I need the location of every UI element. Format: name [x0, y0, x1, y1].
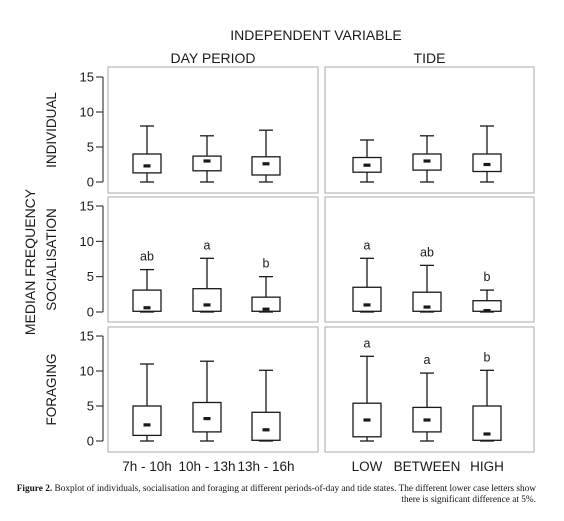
panel-individual-tide [324, 66, 535, 194]
significance-letter-socialisation-7h-10h: ab [140, 250, 154, 264]
chart-title: INDEPENDENT VARIABLE [230, 27, 401, 43]
x-tick-label-13h-16h: 13h - 16h [237, 459, 294, 474]
median-individual-7h-10h [143, 164, 151, 168]
x-tick-label-between: BETWEEN [394, 459, 461, 474]
significance-letter-socialisation-high: b [484, 270, 491, 284]
panel-foraging-tide [324, 326, 535, 453]
y-tick-label-0: 0 [87, 434, 94, 449]
median-socialisation-10h-13h [203, 303, 211, 307]
significance-letter-socialisation-13h-16h: b [263, 257, 270, 271]
median-socialisation-high [483, 308, 491, 313]
panel-individual-day-period [107, 66, 319, 194]
y-tick-label-10: 10 [80, 234, 94, 249]
y-tick-label-0: 0 [87, 305, 94, 320]
panel-foraging-day-period [107, 326, 319, 453]
median-foraging-between [423, 418, 431, 422]
y-tick-label-15: 15 [80, 329, 94, 344]
median-individual-low [363, 163, 371, 167]
y-tick-label-15: 15 [80, 199, 94, 214]
median-foraging-10h-13h [203, 417, 211, 421]
group-header-tide: TIDE [414, 50, 446, 66]
box-foraging-13h-16h [251, 411, 281, 441]
y-axis-label: MEDIAN FREQUENCY [22, 188, 38, 335]
x-tick-label-7h-10h: 7h - 10h [122, 459, 172, 474]
significance-letter-foraging-high: b [484, 350, 491, 364]
y-tick-label-5: 5 [87, 399, 94, 414]
group-header-day-period: DAY PERIOD [170, 50, 255, 66]
row-label-individual: INDIVIDUAL [44, 92, 59, 168]
box-socialisation-between [412, 291, 442, 312]
y-tick-label-0: 0 [87, 175, 94, 190]
median-socialisation-low [363, 303, 371, 307]
significance-letter-socialisation-10h-13h: a [204, 238, 211, 252]
box-socialisation-low [352, 286, 382, 312]
box-individual-13h-16h [251, 156, 281, 176]
box-individual-high [472, 153, 502, 173]
caption-lead: Figure 2. [16, 484, 53, 494]
significance-letter-foraging-low: a [364, 336, 371, 350]
box-socialisation-7h-10h [132, 289, 162, 312]
y-tick-label-10: 10 [80, 364, 94, 379]
x-tick-label-high: HIGH [470, 459, 504, 474]
x-tick-label-10h-13h: 10h - 13h [178, 459, 235, 474]
median-individual-10h-13h [203, 159, 211, 163]
y-tick-label-10: 10 [80, 105, 94, 120]
panel-socialisation-tide [324, 196, 535, 323]
median-foraging-7h-10h [143, 423, 151, 427]
median-socialisation-13h-16h [262, 307, 270, 311]
significance-letter-foraging-between: a [424, 353, 431, 367]
median-socialisation-between [423, 305, 431, 309]
y-tick-label-5: 5 [87, 140, 94, 155]
y-tick-label-15: 15 [80, 70, 94, 85]
median-individual-between [423, 159, 431, 163]
median-individual-high [483, 162, 491, 167]
median-foraging-13h-16h [262, 428, 270, 432]
caption-text: Boxplot of individuals, socialisation an… [52, 484, 536, 505]
significance-letter-socialisation-between: ab [420, 245, 434, 259]
box-foraging-low [352, 402, 382, 438]
box-individual-10h-13h [192, 155, 222, 172]
panel-socialisation-day-period [107, 196, 319, 323]
figure-caption: Figure 2. Boxplot of individuals, social… [8, 484, 536, 506]
median-individual-13h-16h [262, 162, 270, 166]
median-foraging-low [363, 418, 371, 422]
box-foraging-7h-10h [132, 405, 162, 437]
median-foraging-high [483, 432, 491, 436]
row-label-foraging: FORAGING [44, 353, 59, 425]
x-tick-label-low: LOW [352, 459, 383, 474]
median-socialisation-7h-10h [143, 306, 151, 310]
y-tick-label-5: 5 [87, 269, 94, 284]
box-individual-7h-10h [132, 153, 162, 174]
significance-letter-socialisation-low: a [364, 238, 371, 252]
box-socialisation-10h-13h [192, 288, 222, 312]
row-label-socialisation: SOCIALISATION [44, 208, 59, 311]
box-socialisation-13h-16h [251, 296, 281, 312]
